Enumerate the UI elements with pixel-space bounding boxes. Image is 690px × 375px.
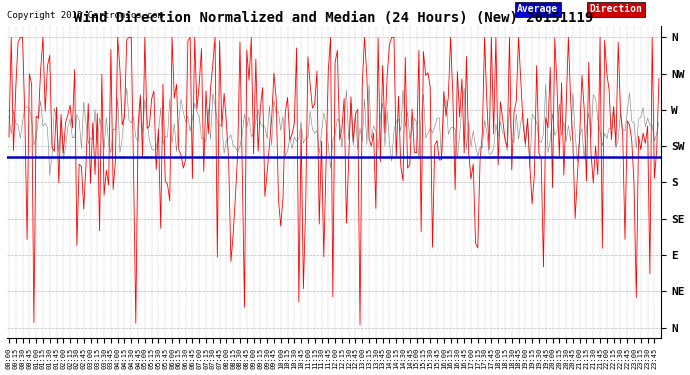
Text: Direction: Direction: [589, 4, 642, 14]
Title: Wind Direction Normalized and Median (24 Hours) (New) 20151119: Wind Direction Normalized and Median (24…: [75, 11, 593, 25]
Text: Copyright 2015 Cartronics.com: Copyright 2015 Cartronics.com: [7, 11, 163, 20]
Text: Average: Average: [518, 4, 558, 14]
